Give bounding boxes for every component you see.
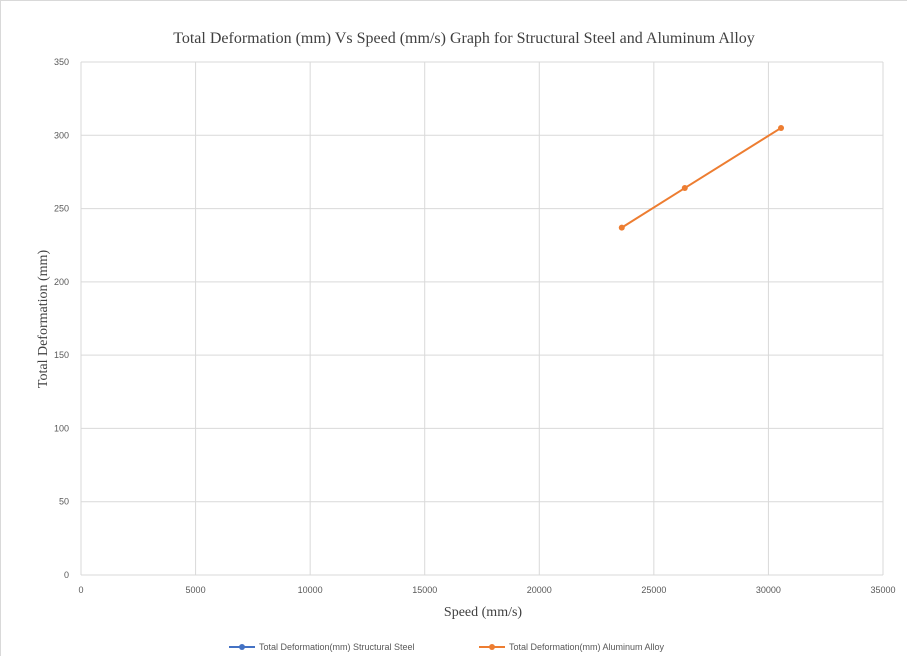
- legend-swatch-marker: [239, 644, 245, 650]
- legend-item: Total Deformation(mm) Structural Steel: [229, 642, 415, 652]
- legend-label: Total Deformation(mm) Aluminum Alloy: [509, 642, 665, 652]
- y-tick-label: 300: [54, 130, 69, 140]
- y-tick-label: 250: [54, 204, 69, 214]
- series-2: [618, 124, 785, 231]
- x-tick-label: 30000: [756, 585, 781, 595]
- tick-labels: 0 50 100 150 200 250 300 350 0 5000 10000 15000 2000…: [54, 57, 896, 595]
- series-layer: [618, 124, 785, 231]
- gridlines: [80, 61, 884, 576]
- y-tick-label: 350: [54, 57, 69, 67]
- y-tick-label: 50: [59, 497, 69, 507]
- data-point: [778, 124, 785, 131]
- y-tick-label: 100: [54, 423, 69, 433]
- legend-item: Total Deformation(mm) Aluminum Alloy: [479, 642, 665, 652]
- x-tick-label: 0: [78, 585, 83, 595]
- y-axis-title: Total Deformation (mm): [36, 250, 51, 389]
- y-tick-label: 200: [54, 277, 69, 287]
- x-tick-label: 5000: [186, 585, 206, 595]
- series-line: [621, 127, 782, 229]
- x-tick-label: 10000: [298, 585, 323, 595]
- data-point: [681, 185, 688, 192]
- x-tick-label: 15000: [412, 585, 437, 595]
- data-point: [618, 224, 625, 231]
- y-tick-label: 0: [64, 570, 69, 580]
- x-tick-label: 35000: [870, 585, 895, 595]
- legend: Total Deformation(mm) Structural Steel To…: [229, 642, 665, 652]
- x-tick-label: 25000: [641, 585, 666, 595]
- x-tick-label: 20000: [527, 585, 552, 595]
- chart-title: Total Deformation (mm) Vs Speed (mm/s) G…: [173, 30, 755, 47]
- legend-swatch-marker: [489, 644, 495, 650]
- x-axis-title: Speed (mm/s): [444, 605, 522, 620]
- legend-label: Total Deformation(mm) Structural Steel: [259, 642, 415, 652]
- y-tick-label: 150: [54, 350, 69, 360]
